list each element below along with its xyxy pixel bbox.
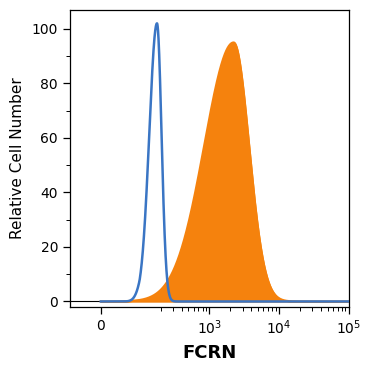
Y-axis label: Relative Cell Number: Relative Cell Number [10, 77, 25, 239]
X-axis label: FCRN: FCRN [182, 344, 236, 362]
